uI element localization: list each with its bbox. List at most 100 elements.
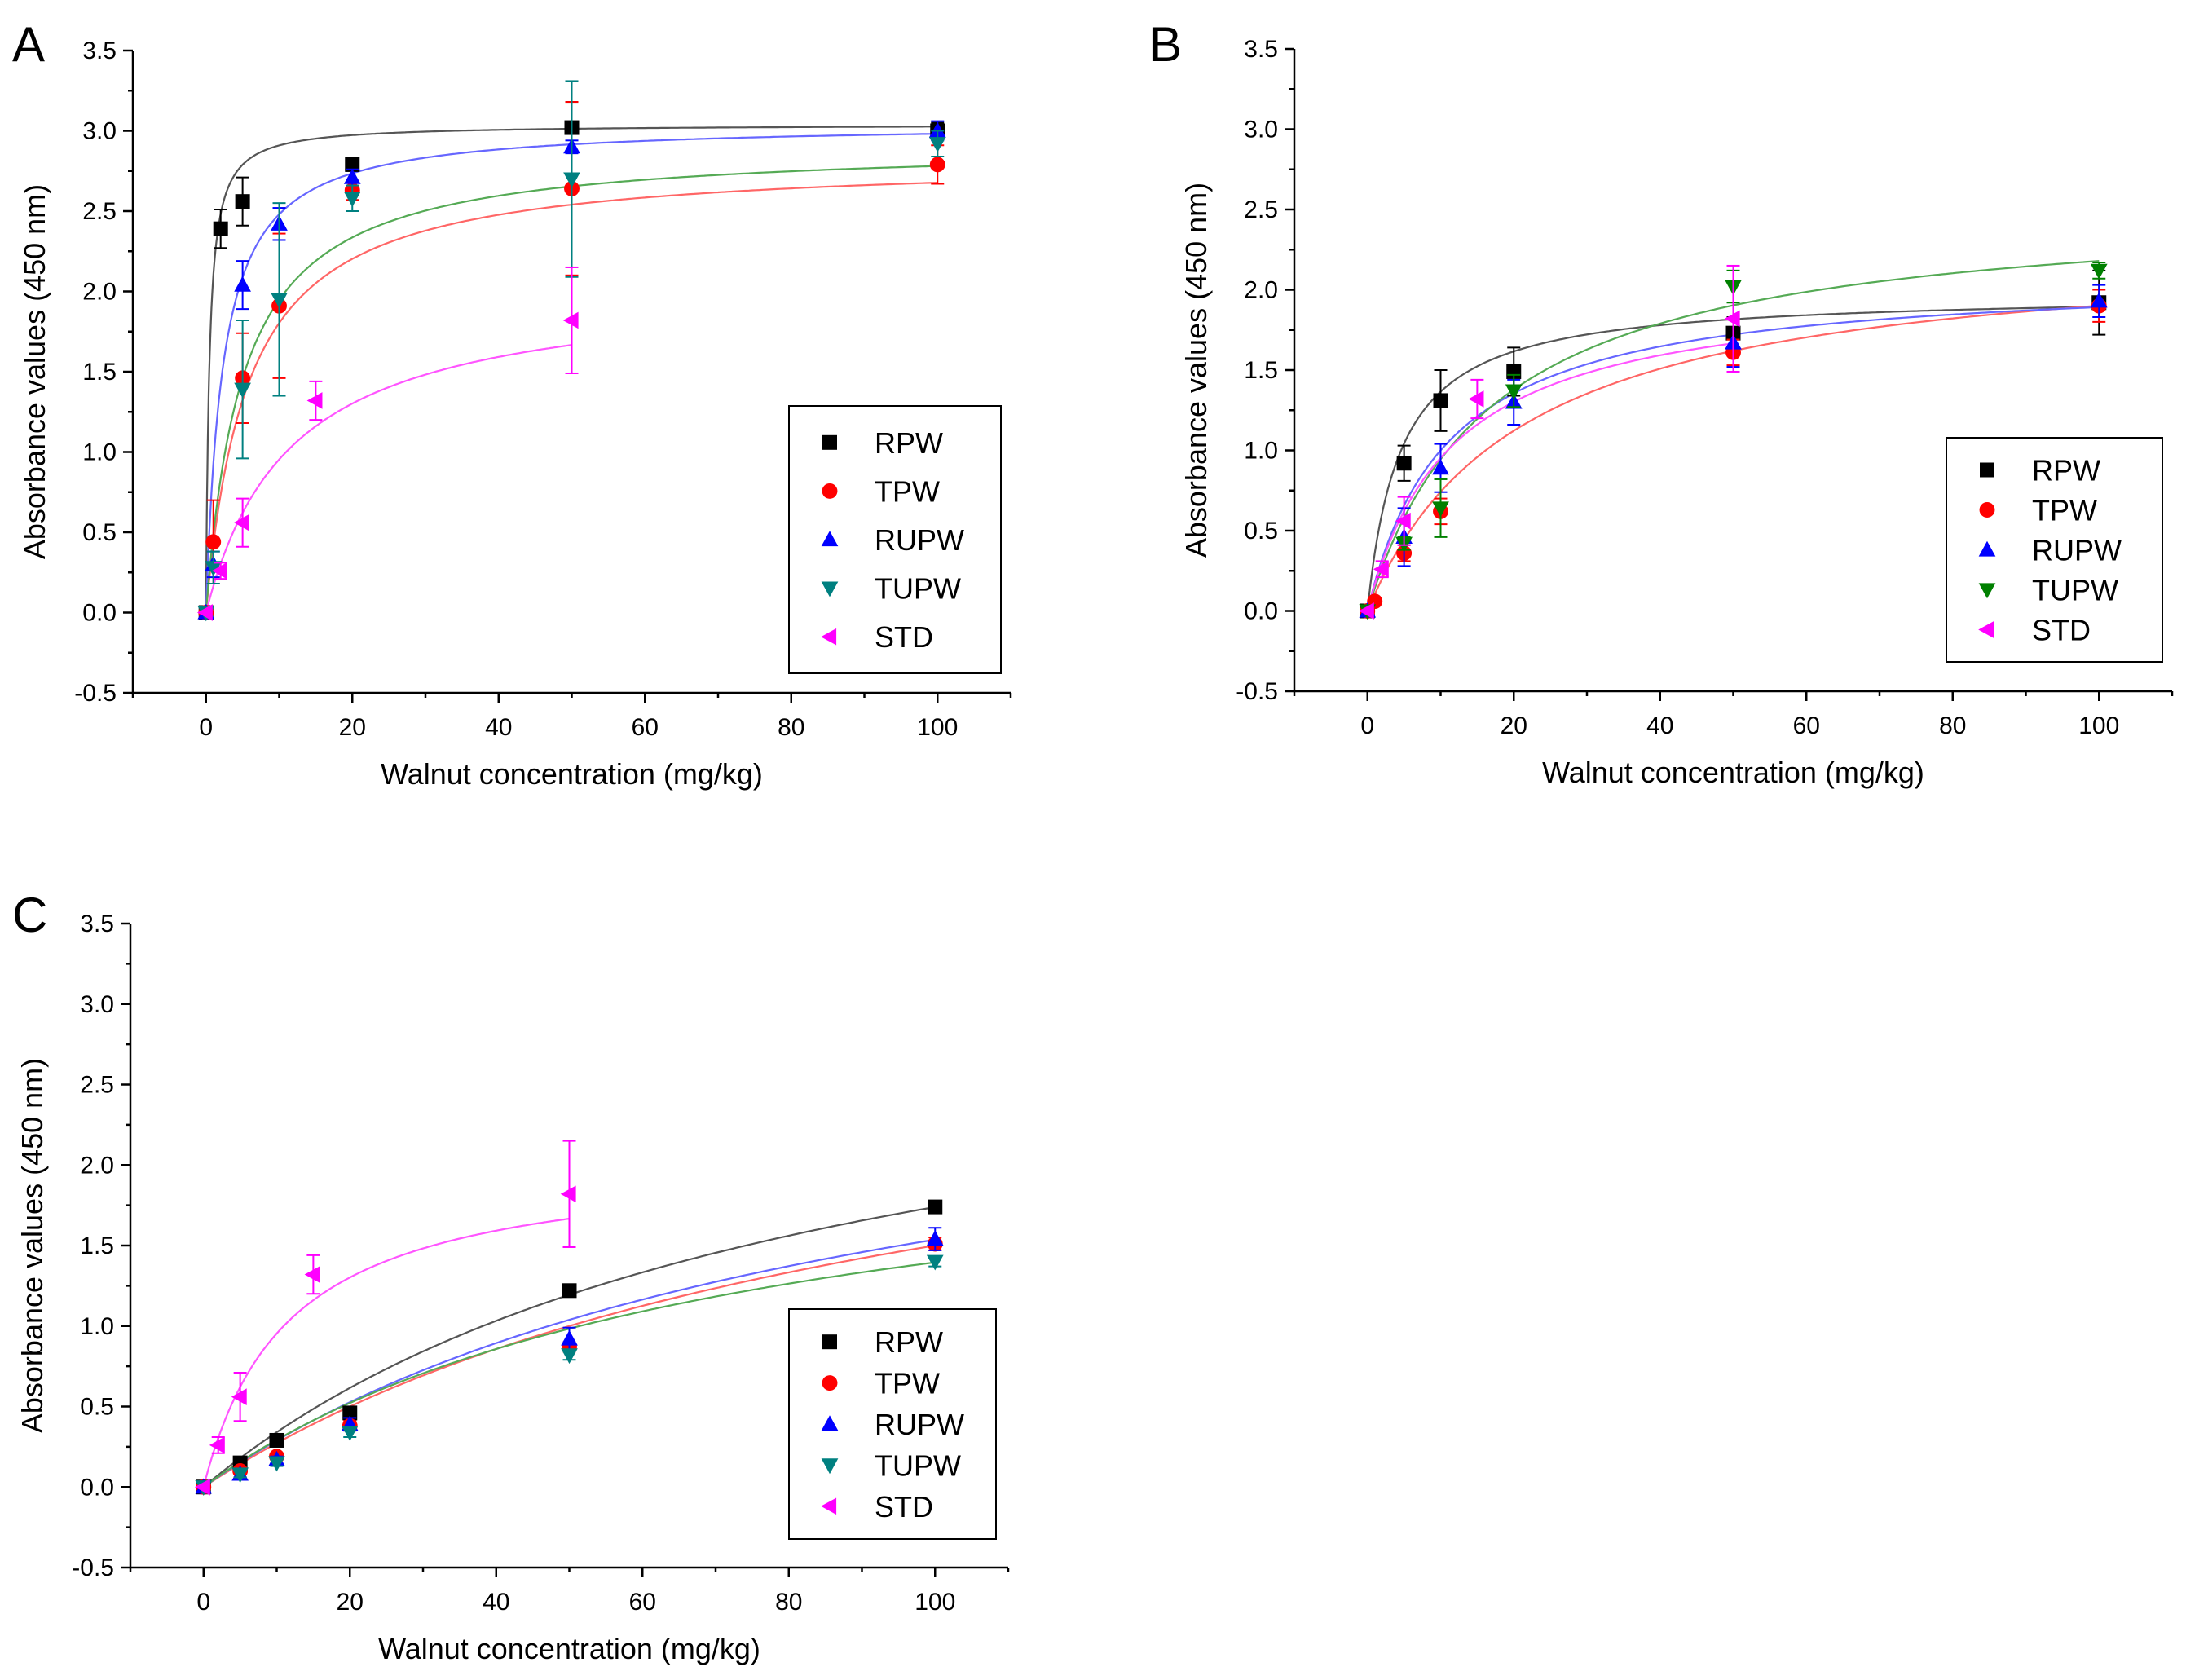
y-tick-label: 1.5	[1244, 357, 1278, 384]
chart-panel-b: B -0.5 0.0 0.5 1.0 1.5 2.0 2.5 3.0 3.5 0 20 40 60 80 10…	[1149, 17, 2174, 789]
x-axis-title: Walnut concentration (mg/kg)	[1542, 756, 1924, 789]
legend-marker-tupw	[821, 1458, 839, 1475]
legend-marker-rpw	[822, 1334, 837, 1350]
data-point-tupw	[1505, 384, 1523, 400]
fit-curve-tupw	[205, 165, 938, 613]
y-tick-label: -0.5	[1236, 678, 1278, 705]
y-tick-label: 3.5	[80, 911, 114, 937]
legend-marker-std	[821, 1497, 837, 1515]
data-point-std	[233, 514, 249, 531]
panel-letter: A	[12, 17, 45, 72]
data-point-std	[196, 604, 213, 621]
data-point-rpw	[269, 1432, 284, 1448]
y-tick-label: 0.0	[1244, 598, 1278, 625]
data-point-std	[1373, 560, 1389, 578]
y-tick-label: 2.0	[80, 1152, 114, 1179]
x-tick-label: 80	[775, 1589, 802, 1616]
legend-label-tupw: TUPW	[875, 1449, 961, 1482]
legend-marker-tpw	[822, 483, 838, 499]
y-tick-label: 0.0	[82, 600, 117, 627]
data-point-tupw	[561, 1348, 578, 1365]
y-tick-label: 1.5	[80, 1232, 114, 1259]
legend-label-rpw: RPW	[875, 426, 943, 460]
legend-box	[788, 405, 1002, 674]
x-axis-title: Walnut concentration (mg/kg)	[378, 1632, 760, 1665]
y-tick-label: 3.5	[1244, 36, 1278, 63]
legend-label-std: STD	[2032, 614, 2091, 647]
data-point-std	[562, 311, 579, 329]
series-std	[1358, 264, 1740, 620]
data-point-rupw	[1432, 459, 1449, 475]
data-point-rupw	[234, 276, 251, 292]
legend-label-rupw: RUPW	[875, 1408, 964, 1441]
y-tick-label: 1.0	[82, 439, 117, 466]
y-tick-label: -0.5	[74, 680, 117, 707]
x-tick-label: 0	[196, 1589, 210, 1616]
x-tick-label: 100	[915, 1589, 955, 1616]
data-point-tupw	[234, 382, 251, 399]
y-tick-label: 2.5	[1244, 196, 1278, 223]
x-tick-label: 0	[1360, 712, 1374, 739]
data-point-rpw	[562, 1283, 577, 1299]
legend-marker-tpw	[822, 1375, 838, 1391]
data-point-std	[306, 392, 323, 409]
data-point-rpw	[928, 1199, 943, 1215]
data-point-tpw	[929, 157, 945, 173]
y-tick-label: 3.0	[1244, 117, 1278, 143]
legend: RPW TPW RUPW TUPW STD	[788, 405, 1002, 674]
x-tick-label: 60	[1793, 712, 1820, 739]
y-tick-label: 0.5	[80, 1394, 114, 1421]
y-tick-label: 3.0	[80, 991, 114, 1018]
fit-curve-rpw	[1366, 306, 2100, 611]
data-point-std	[1468, 390, 1484, 408]
legend-label-tupw: TUPW	[875, 572, 961, 606]
x-tick-label: 100	[917, 714, 958, 741]
data-point-tupw	[343, 192, 361, 208]
data-point-rpw	[342, 1405, 358, 1421]
data-point-std	[560, 1185, 576, 1203]
fit-curve-rupw	[1366, 306, 2100, 611]
x-tick-label: 60	[629, 1589, 656, 1616]
x-tick-label: 100	[2078, 712, 2119, 739]
x-tick-label: 80	[1939, 712, 1966, 739]
legend-marker-rupw	[1978, 540, 1996, 557]
legend-label-tpw: TPW	[2032, 494, 2097, 527]
data-point-tupw	[926, 1254, 944, 1271]
data-point-rpw	[213, 221, 228, 236]
y-tick-label: 1.0	[1244, 438, 1278, 465]
data-point-tupw	[268, 1456, 285, 1472]
x-tick-label: 40	[485, 714, 512, 741]
data-point-tupw	[341, 1426, 359, 1441]
data-point-rupw	[928, 121, 946, 138]
data-point-tupw	[928, 137, 946, 153]
y-axis-title: Absorbance values (450 nm)	[18, 184, 51, 559]
y-tick-label: 0.5	[1244, 518, 1278, 545]
legend-marker-rupw	[821, 1415, 839, 1431]
data-point-std	[194, 1478, 210, 1496]
data-point-tupw	[271, 293, 288, 309]
legend-label-rpw: RPW	[2032, 454, 2100, 487]
y-axis-title: Absorbance values (450 nm)	[15, 1058, 49, 1433]
data-point-rpw	[1396, 456, 1412, 471]
y-tick-label: 0.0	[80, 1474, 114, 1501]
x-tick-label: 20	[1501, 712, 1527, 739]
y-tick-label: 2.5	[82, 198, 117, 225]
x-tick-label: 60	[632, 714, 659, 741]
y-tick-label: 1.5	[82, 359, 117, 386]
series-std	[196, 266, 579, 621]
legend-label-tpw: TPW	[875, 1367, 940, 1400]
legend-label-tpw: TPW	[875, 474, 940, 508]
data-point-rupw	[2090, 292, 2108, 308]
data-point-std	[1395, 512, 1411, 530]
panel-letter: B	[1149, 17, 1182, 72]
y-tick-label: 2.0	[1244, 277, 1278, 304]
x-tick-label: 80	[778, 714, 804, 741]
legend-label-std: STD	[875, 620, 933, 654]
chart-panel-a: A -0.5 0.0 0.5 1.0 1.5 2.0 2.5 3.0 3.5 0 20 40 60 80 10…	[12, 17, 1012, 791]
chart-panel-c: C -0.5 0.0 0.5 1.0 1.5 2.0 2.5 3.0 3.5 0 20 40 60 80 10…	[12, 888, 1010, 1665]
data-point-rupw	[343, 168, 361, 184]
x-axis-title: Walnut concentration (mg/kg)	[381, 757, 763, 791]
data-point-tupw	[231, 1467, 249, 1484]
data-point-tupw	[1432, 501, 1449, 518]
legend: RPW TPW RUPW TUPW STD	[788, 1308, 997, 1540]
